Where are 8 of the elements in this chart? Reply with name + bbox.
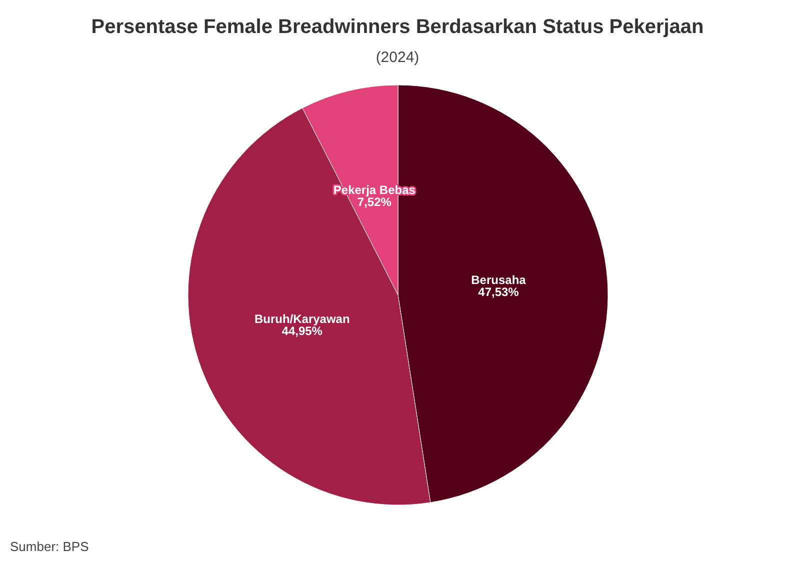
chart-title: Persentase Female Breadwinners Berdasarkan Status Pekerjaan [91, 16, 704, 38]
text: Sumber: BPS [10, 539, 90, 554]
data-label: 7,52% [357, 195, 392, 210]
chart-subtitle: (2024) [376, 49, 420, 66]
slice-label: Berusaha [471, 273, 526, 288]
data-label: 44,95% [282, 324, 323, 338]
data-label: 47,53% [478, 285, 520, 300]
slice-label: Buruh/Karyawan [254, 312, 350, 326]
